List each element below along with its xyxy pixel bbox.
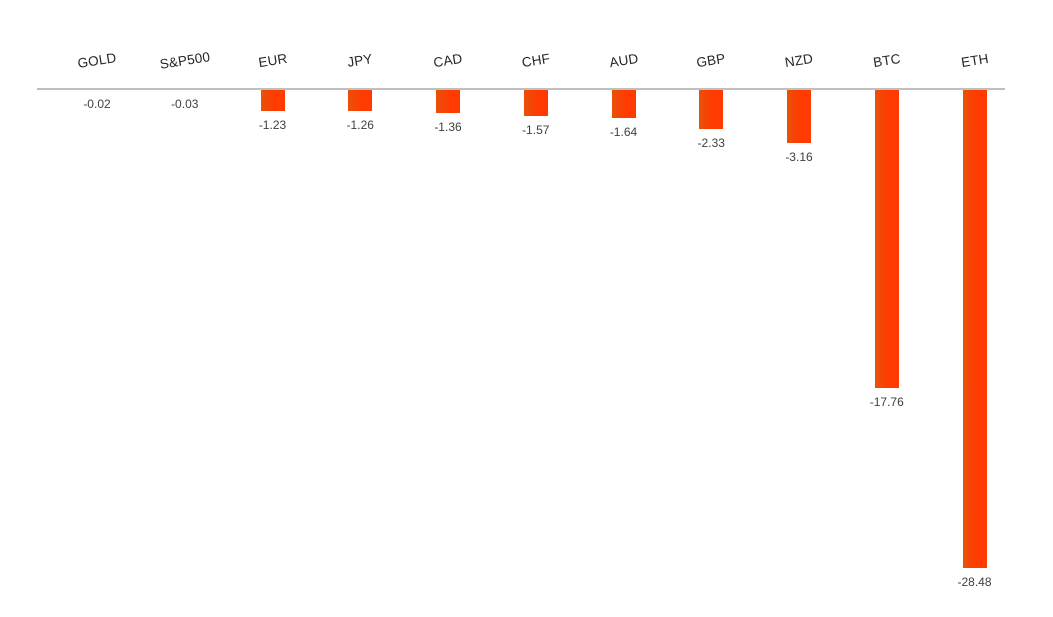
value-label: -0.02 (83, 97, 111, 111)
bar (523, 90, 548, 117)
value-label: -1.64 (609, 124, 638, 139)
value-label: -3.16 (785, 150, 813, 164)
value-label: -1.23 (258, 117, 287, 132)
value-label: -2.33 (697, 136, 725, 151)
bar (436, 90, 460, 113)
bar (962, 90, 987, 568)
x-axis-line (37, 88, 1005, 90)
value-label: -1.36 (434, 119, 462, 134)
bar (787, 90, 811, 143)
bar (348, 90, 373, 112)
bar (874, 90, 899, 389)
value-label: -1.57 (522, 123, 550, 138)
value-label: -17.76 (869, 395, 904, 410)
bar (699, 90, 724, 130)
value-label: -1.26 (346, 118, 374, 133)
value-label: -0.03 (171, 97, 199, 111)
bar (611, 90, 636, 118)
bar (260, 90, 285, 111)
value-label: -28.48 (957, 575, 992, 589)
